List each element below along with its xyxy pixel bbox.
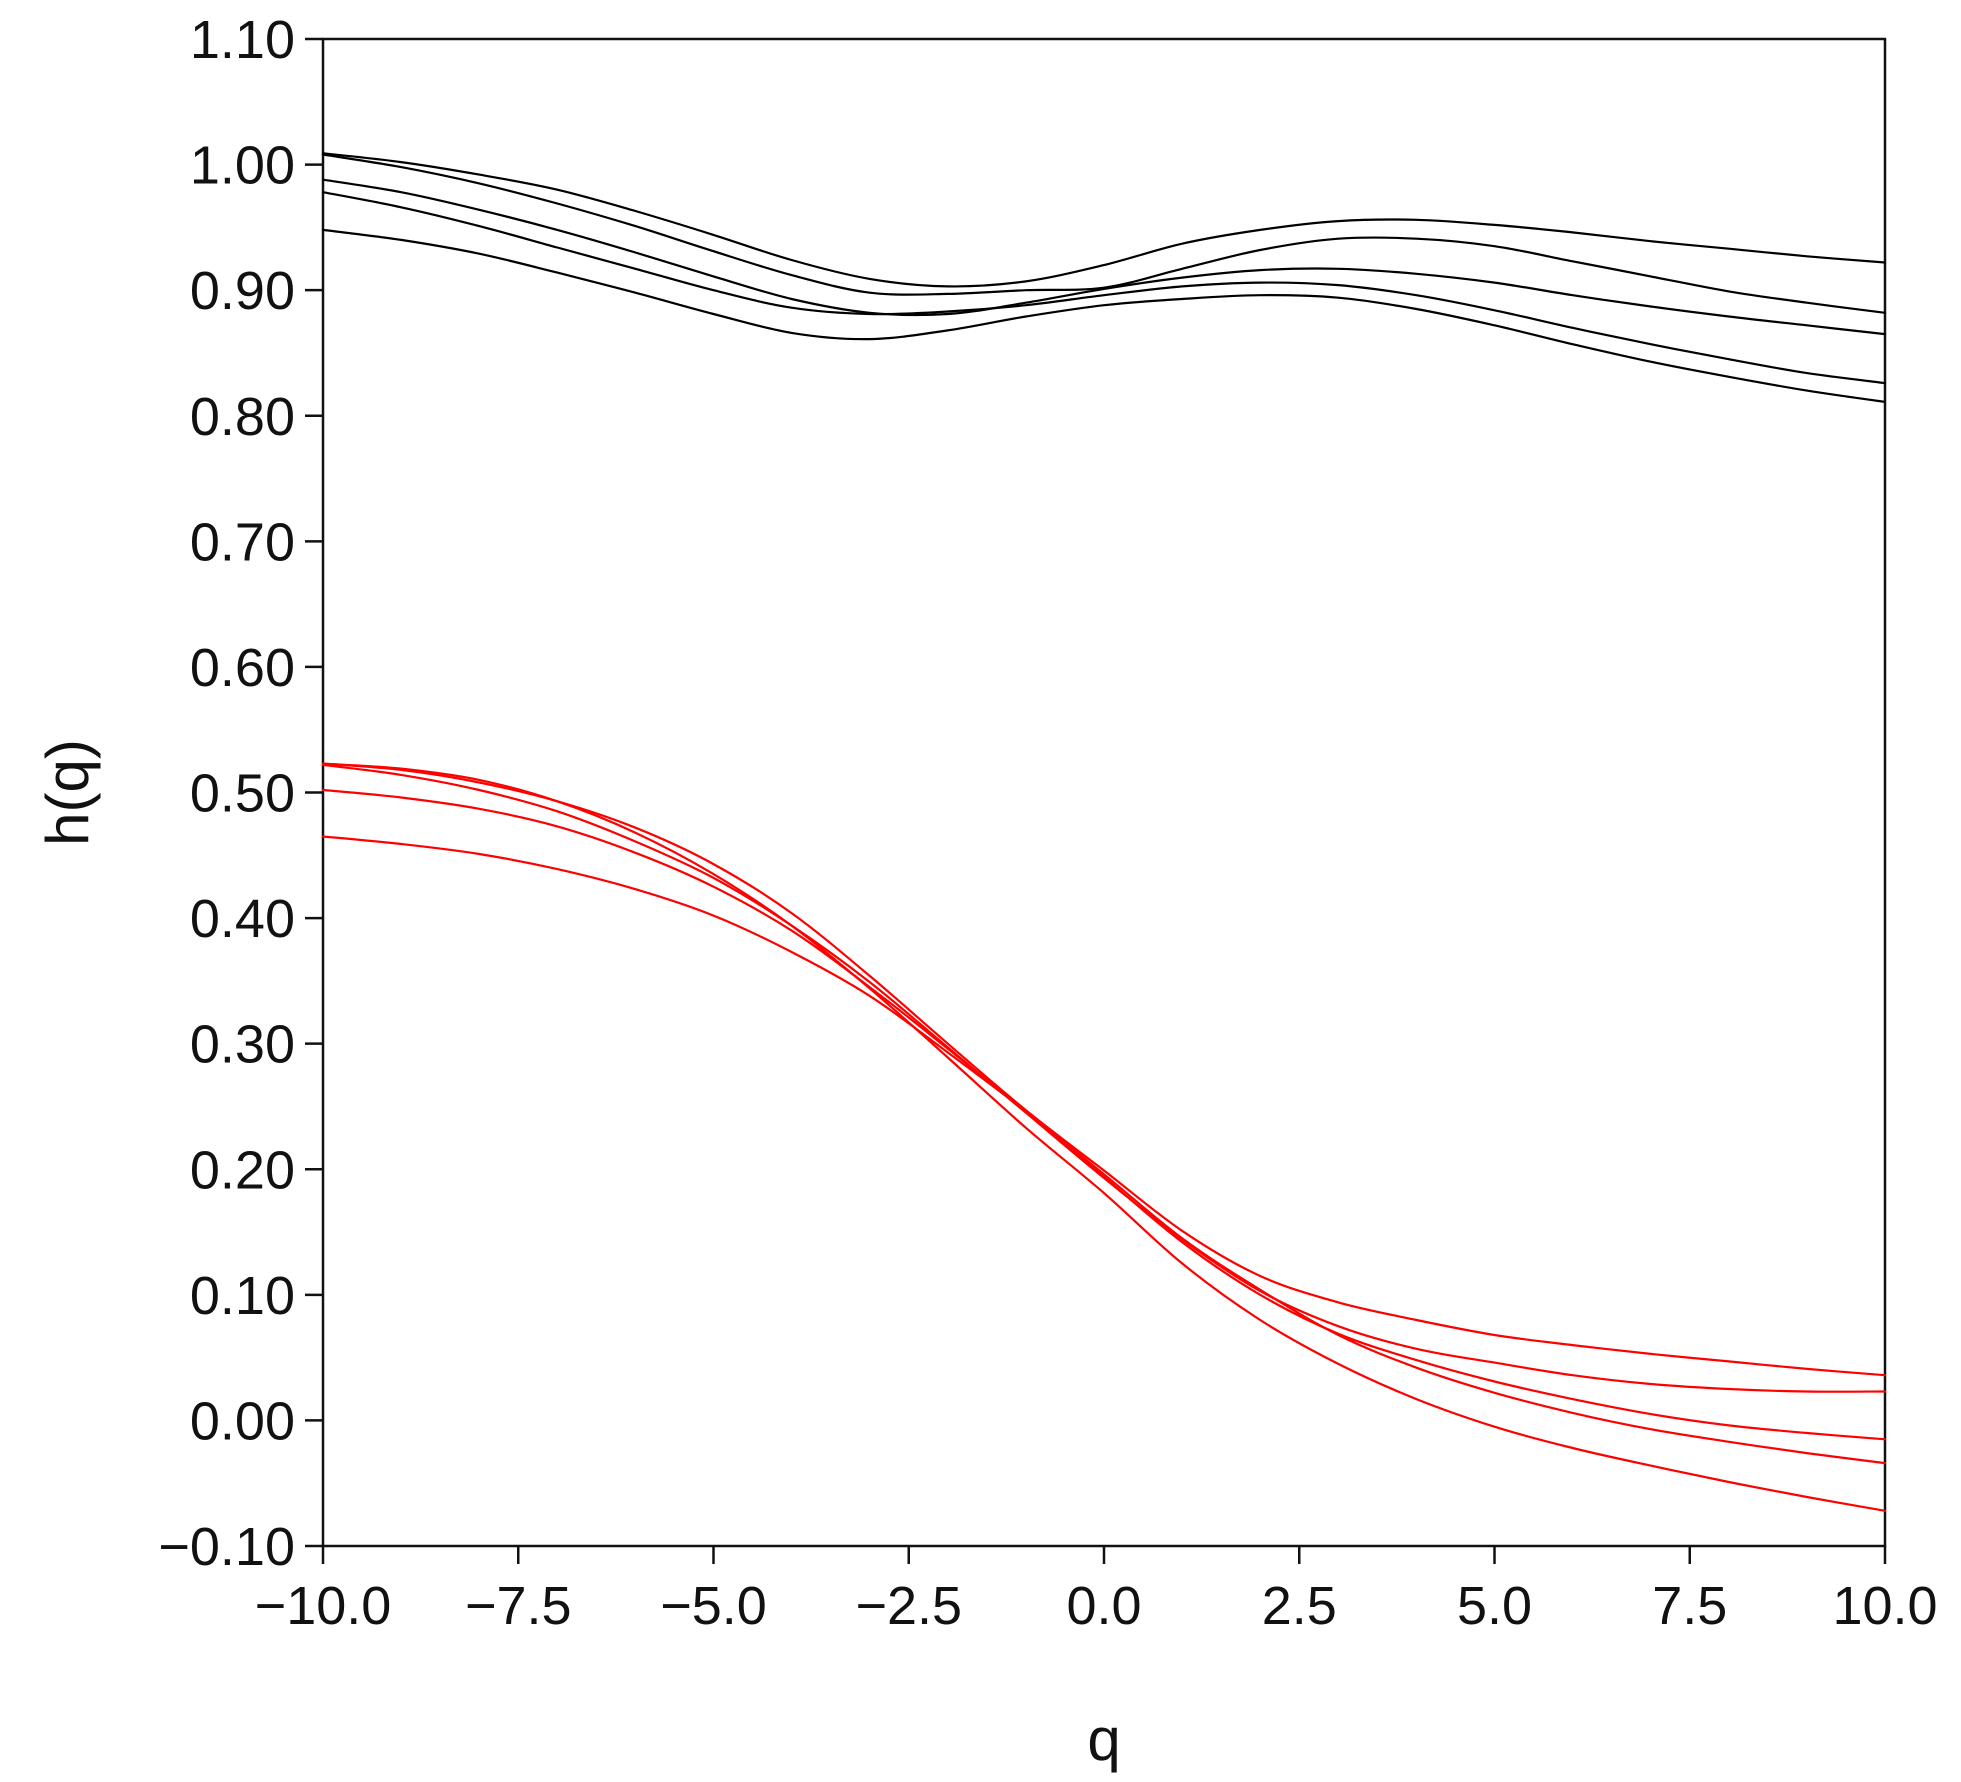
y-tick-label: −0.10 xyxy=(158,1517,295,1577)
y-tick-label: 0.80 xyxy=(190,387,295,447)
series-line-10 xyxy=(321,762,1887,1512)
series-layer xyxy=(321,152,1887,1512)
x-tick-label: −2.5 xyxy=(855,1576,962,1636)
series-line-2 xyxy=(321,153,1887,314)
series-line-9 xyxy=(321,835,1887,1465)
series-line-3 xyxy=(321,178,1887,336)
x-tick-label: 10.0 xyxy=(1832,1576,1937,1636)
y-axis-label: h(q) xyxy=(34,739,101,846)
y-tick-label: 0.90 xyxy=(190,261,295,321)
x-tick-label: 2.5 xyxy=(1262,1576,1337,1636)
y-tick-label: 0.00 xyxy=(190,1391,295,1451)
y-tick-label: 0.30 xyxy=(190,1015,295,1075)
y-tick-label: 0.60 xyxy=(190,638,295,698)
series-line-5 xyxy=(321,228,1887,403)
series-line-6 xyxy=(321,762,1887,1377)
y-tick-label: 1.10 xyxy=(190,10,295,70)
x-tick-label: 7.5 xyxy=(1652,1576,1727,1636)
tick-layer: −10.0 −7.5 −5.0 −2.5 0.0 2.5 5.0 7.5 10.0 −0.10 0.… xyxy=(158,10,1937,1636)
x-tick-label: −7.5 xyxy=(465,1576,572,1636)
x-tick-label: −5.0 xyxy=(660,1576,767,1636)
series-line-4 xyxy=(321,191,1887,385)
x-tick-label: −10.0 xyxy=(255,1576,392,1636)
y-tick-label: 1.00 xyxy=(190,136,295,196)
series-line-7 xyxy=(321,763,1887,1393)
x-tick-label: 0.0 xyxy=(1066,1576,1141,1636)
series-line-8 xyxy=(321,788,1887,1441)
y-tick-label: 0.70 xyxy=(190,512,295,572)
y-tick-label: 0.40 xyxy=(190,889,295,949)
x-tick-label: 5.0 xyxy=(1457,1576,1532,1636)
y-tick-label: 0.50 xyxy=(190,764,295,824)
y-tick-label: 0.10 xyxy=(190,1266,295,1326)
y-tick-label: 0.20 xyxy=(190,1140,295,1200)
series-line-1 xyxy=(321,152,1887,288)
x-axis-label: q xyxy=(1087,1706,1120,1773)
